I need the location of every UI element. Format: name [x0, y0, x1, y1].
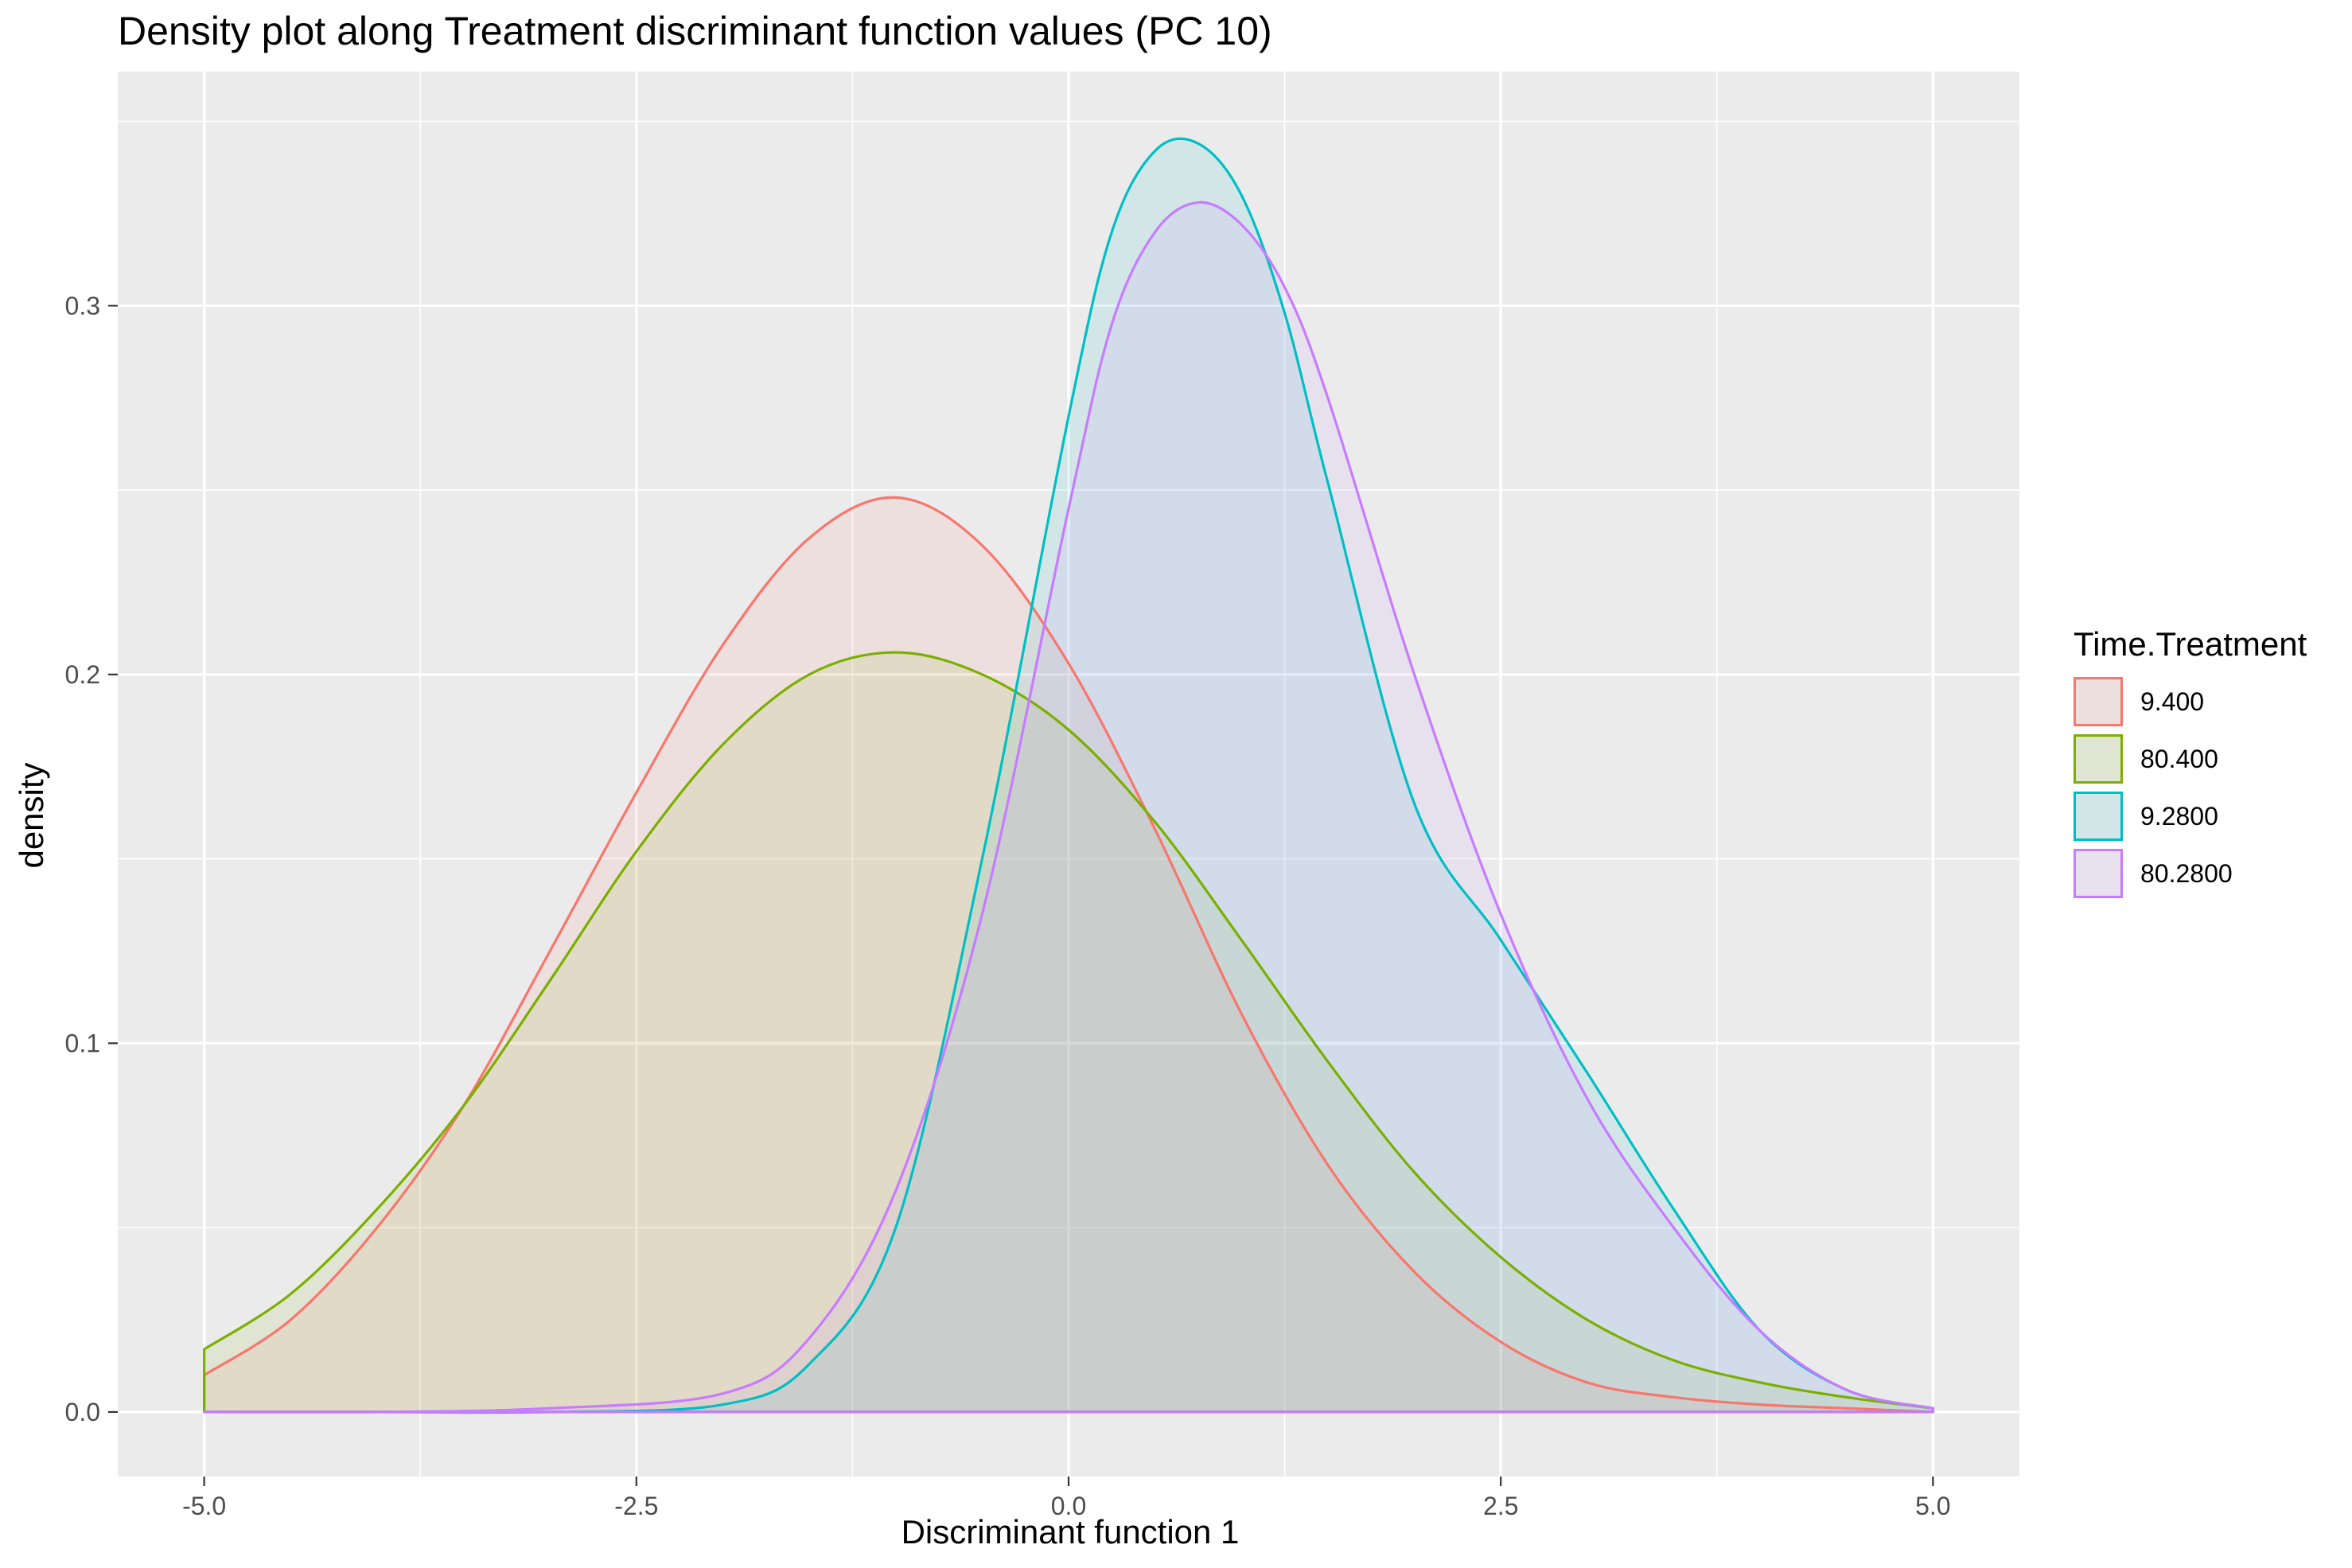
density-area-9.400: [204, 497, 1933, 1412]
legend-label: 9.400: [2140, 687, 2205, 716]
density-area-9.2800: [204, 138, 1933, 1413]
x-axis: -5.0 -2.5 0.0 2.5 5.0: [182, 1477, 1951, 1520]
y-tick-label: 0.3: [65, 291, 100, 320]
legend-item: 9.2800: [2074, 788, 2307, 845]
x-tick-label: 0.0: [1051, 1492, 1086, 1520]
legend-key: [2074, 849, 2123, 898]
x-axis-label: Discriminant function 1: [901, 1513, 1240, 1550]
legend-key: [2074, 677, 2123, 726]
density-area-80.400: [204, 652, 1933, 1412]
legend-item: 9.400: [2074, 673, 2307, 730]
legend-items: 9.400 80.400 9.2800 80.2800: [2074, 673, 2307, 902]
y-axis: 0.0 0.1 0.2 0.3: [65, 291, 118, 1426]
y-axis-label: density: [13, 762, 50, 869]
major-gridlines: [118, 72, 2019, 1477]
density-lines: [203, 137, 1934, 1414]
y-tick-label: 0.1: [65, 1029, 100, 1057]
density-area-80.2800: [204, 202, 1933, 1413]
legend-label: 9.2800: [2140, 801, 2218, 831]
density-line-80.2800: [203, 200, 1934, 1414]
legend-item: 80.400: [2074, 730, 2307, 788]
density-line-9.2800: [203, 137, 1934, 1414]
density-line-80.400: [203, 651, 1934, 1414]
y-tick-label: 0.0: [65, 1398, 100, 1426]
legend-label: 80.400: [2140, 744, 2218, 773]
density-areas: [204, 138, 1933, 1413]
density-line-9.400: [203, 496, 1934, 1414]
x-tick-label: -2.5: [614, 1492, 658, 1520]
x-tick-label: 2.5: [1483, 1492, 1518, 1520]
y-tick-label: 0.2: [65, 660, 100, 689]
legend: Time.Treatment 9.400 80.400 9.2800 80.2800: [2074, 625, 2307, 902]
legend-title: Time.Treatment: [2074, 625, 2307, 663]
chart-title: Density plot along Treatment discriminan…: [118, 9, 1272, 53]
legend-key: [2074, 734, 2123, 784]
legend-label: 80.2800: [2140, 858, 2233, 888]
x-tick-label: 5.0: [1915, 1492, 1950, 1520]
x-tick-label: -5.0: [182, 1492, 226, 1520]
legend-key: [2074, 792, 2123, 841]
legend-item: 80.2800: [2074, 845, 2307, 902]
